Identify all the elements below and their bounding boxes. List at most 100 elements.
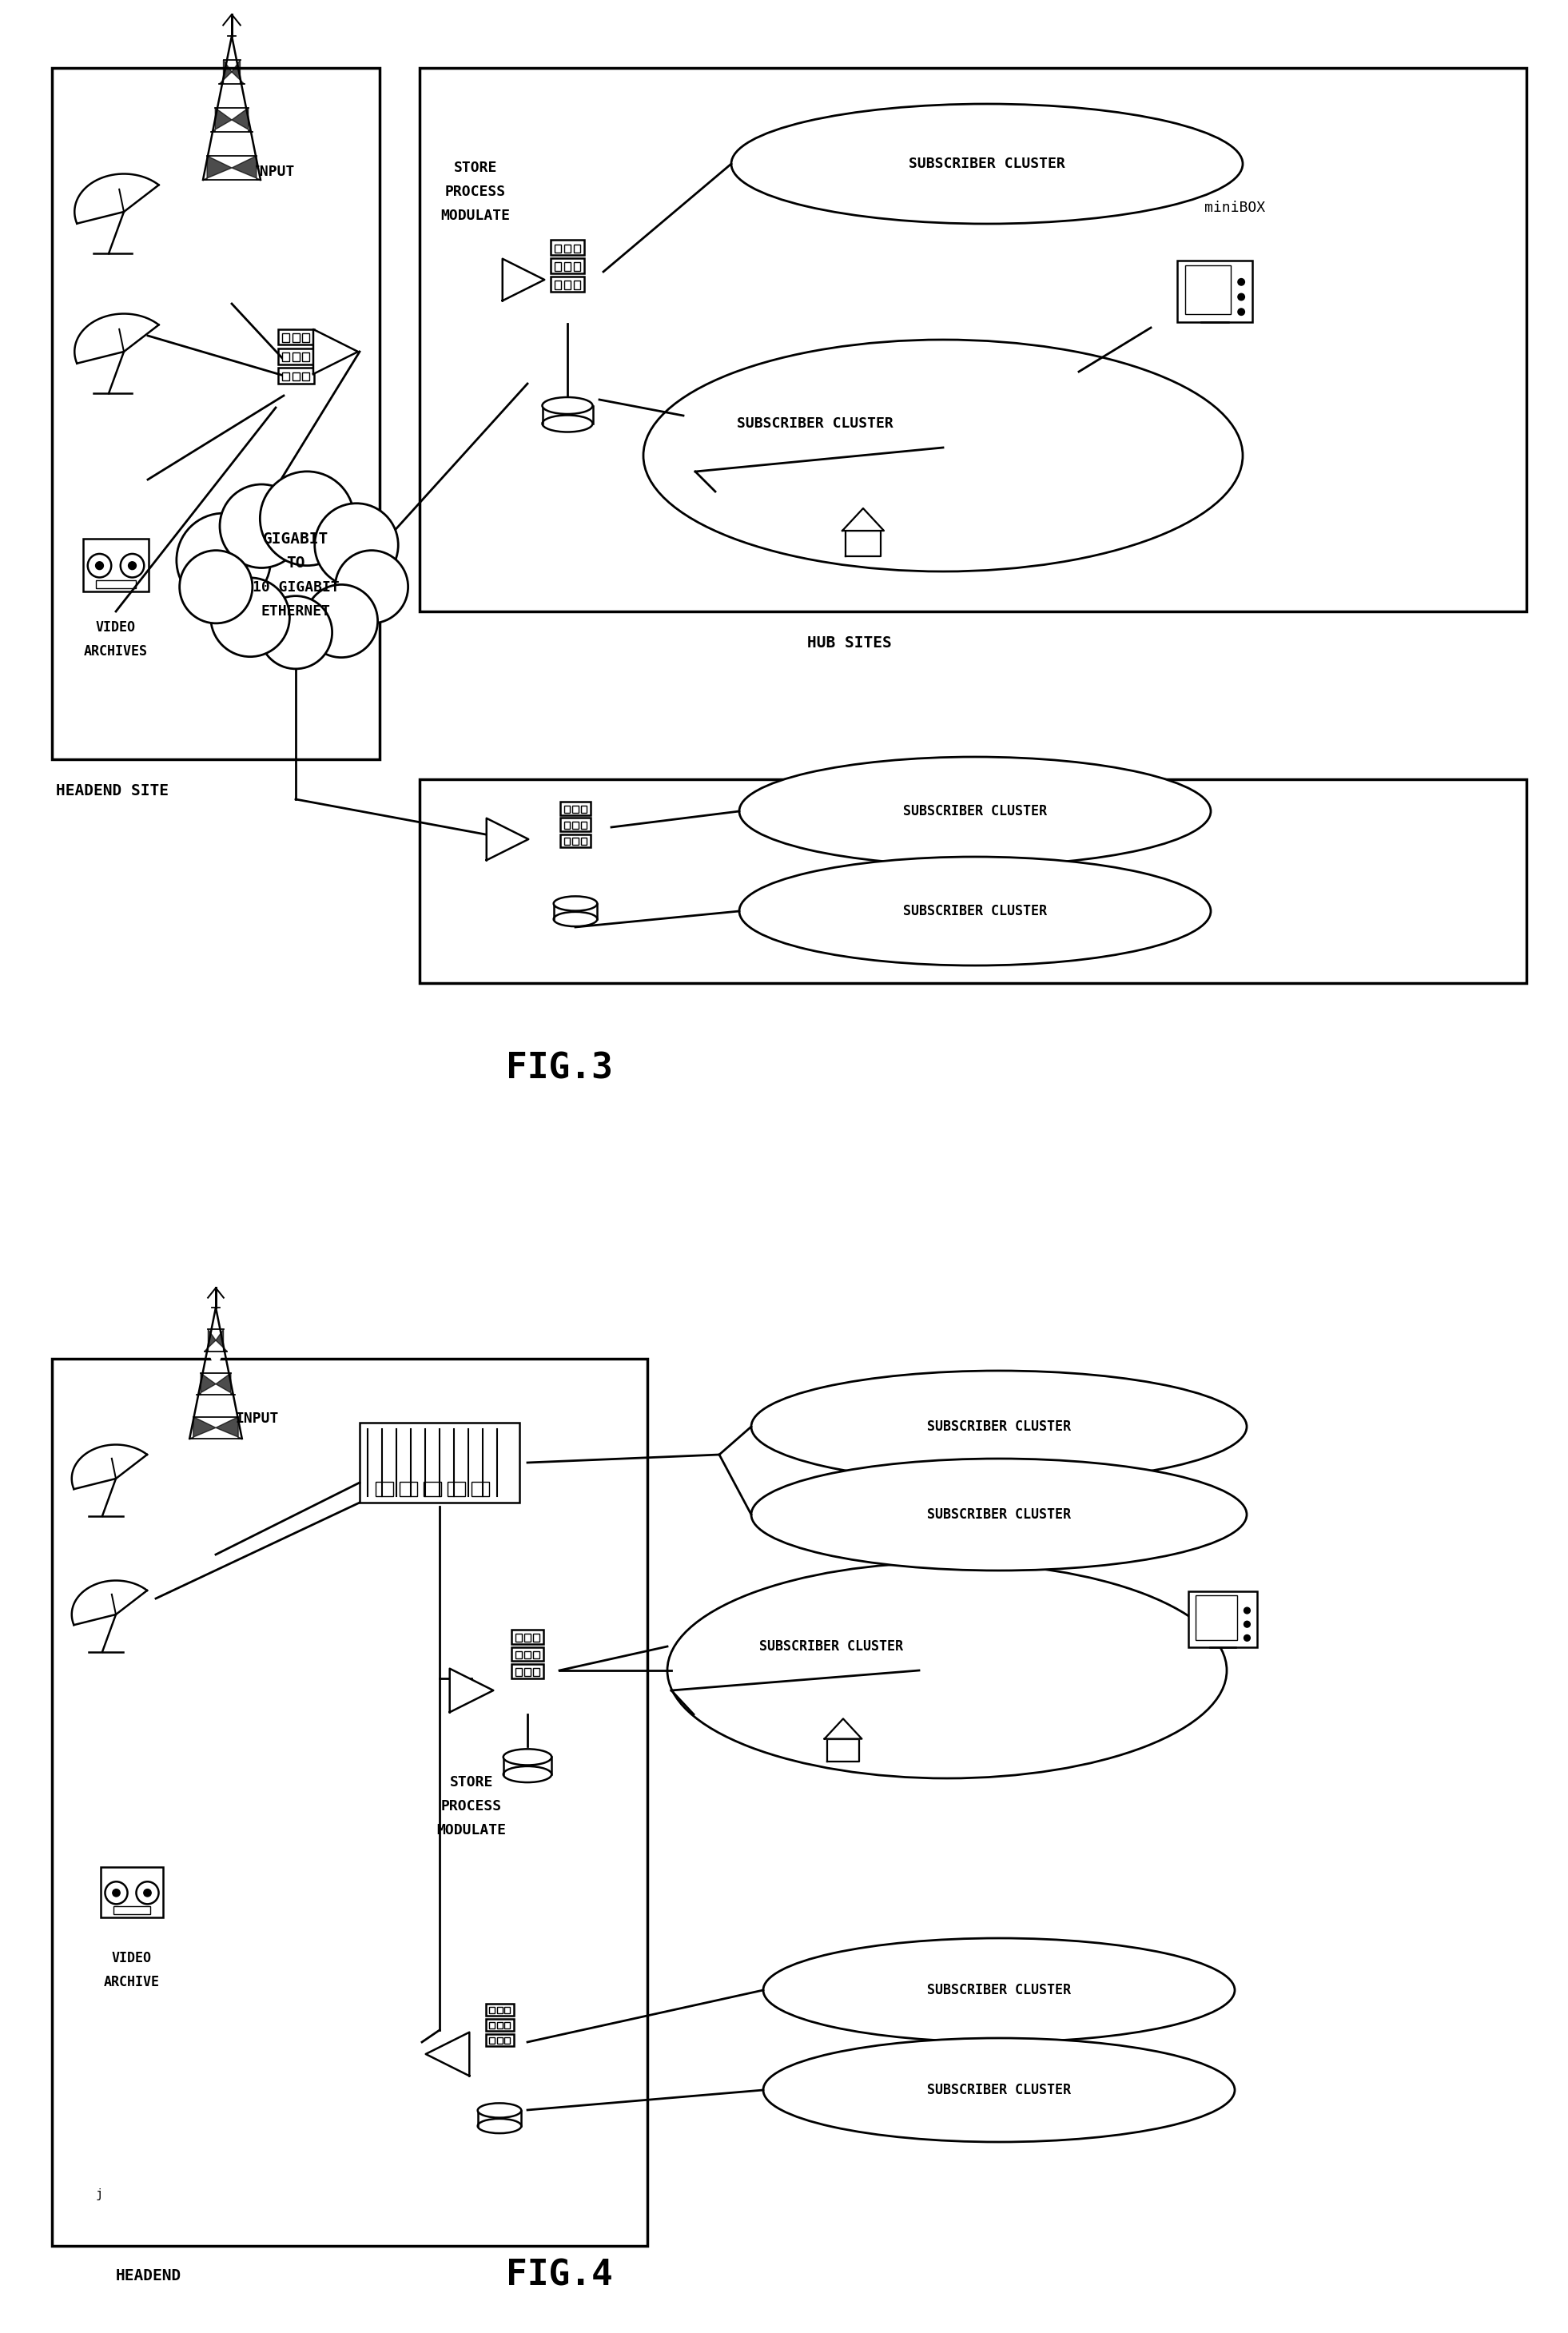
Polygon shape	[212, 107, 232, 133]
FancyBboxPatch shape	[511, 1663, 544, 1677]
FancyBboxPatch shape	[359, 1423, 519, 1502]
Circle shape	[96, 562, 103, 569]
FancyBboxPatch shape	[555, 280, 561, 289]
Polygon shape	[75, 313, 158, 364]
Text: SUBSCRIBER CLUSTER: SUBSCRIBER CLUSTER	[903, 903, 1047, 919]
Ellipse shape	[503, 1750, 552, 1766]
FancyBboxPatch shape	[52, 1358, 648, 2247]
FancyBboxPatch shape	[560, 819, 591, 831]
Text: miniBOX: miniBOX	[1204, 201, 1265, 215]
Text: SUBSCRIBER CLUSTER: SUBSCRIBER CLUSTER	[737, 415, 894, 432]
Ellipse shape	[739, 856, 1210, 966]
Polygon shape	[202, 156, 232, 180]
FancyBboxPatch shape	[486, 2018, 513, 2032]
Text: VIDEO: VIDEO	[111, 1950, 152, 1964]
Circle shape	[1243, 1607, 1250, 1614]
Text: FIG.4: FIG.4	[506, 2258, 613, 2293]
FancyBboxPatch shape	[1189, 1591, 1258, 1647]
Polygon shape	[216, 1416, 241, 1439]
Ellipse shape	[643, 341, 1243, 572]
Polygon shape	[314, 329, 358, 373]
FancyBboxPatch shape	[524, 1668, 530, 1675]
FancyBboxPatch shape	[282, 334, 289, 343]
FancyBboxPatch shape	[423, 1481, 441, 1495]
Text: SUBSCRIBER CLUSTER: SUBSCRIBER CLUSTER	[909, 156, 1065, 170]
FancyBboxPatch shape	[524, 1652, 530, 1659]
FancyBboxPatch shape	[497, 2006, 502, 2013]
Circle shape	[144, 1890, 151, 1897]
Polygon shape	[426, 2032, 469, 2076]
FancyBboxPatch shape	[292, 373, 299, 380]
FancyBboxPatch shape	[564, 245, 571, 252]
FancyBboxPatch shape	[472, 1481, 489, 1495]
Polygon shape	[216, 1374, 235, 1395]
Text: SUBSCRIBER CLUSTER: SUBSCRIBER CLUSTER	[927, 2083, 1071, 2097]
Text: TO: TO	[287, 555, 306, 572]
FancyBboxPatch shape	[486, 2004, 513, 2016]
Circle shape	[1237, 294, 1245, 301]
Polygon shape	[486, 819, 528, 861]
Circle shape	[304, 586, 378, 658]
Text: SUBSCRIBER CLUSTER: SUBSCRIBER CLUSTER	[903, 805, 1047, 819]
FancyBboxPatch shape	[560, 833, 591, 847]
Polygon shape	[232, 61, 245, 84]
Circle shape	[88, 553, 111, 579]
Text: HEADEND SITE: HEADEND SITE	[56, 784, 169, 798]
Ellipse shape	[554, 896, 597, 910]
Text: ETHERNET: ETHERNET	[260, 604, 331, 618]
FancyBboxPatch shape	[564, 264, 571, 271]
Text: FIG.3: FIG.3	[506, 1052, 613, 1087]
FancyBboxPatch shape	[489, 2037, 494, 2044]
FancyBboxPatch shape	[83, 539, 149, 590]
FancyBboxPatch shape	[303, 373, 309, 380]
Circle shape	[121, 553, 144, 579]
Circle shape	[136, 1883, 158, 1904]
FancyBboxPatch shape	[400, 1481, 417, 1495]
FancyBboxPatch shape	[533, 1633, 539, 1642]
Ellipse shape	[764, 2039, 1234, 2142]
Polygon shape	[72, 1444, 147, 1488]
Text: j: j	[96, 2188, 103, 2200]
FancyBboxPatch shape	[489, 2023, 494, 2030]
FancyBboxPatch shape	[505, 2006, 510, 2013]
Text: GIGABIT: GIGABIT	[263, 532, 329, 546]
Polygon shape	[75, 175, 158, 224]
FancyBboxPatch shape	[505, 2037, 510, 2044]
FancyBboxPatch shape	[516, 1652, 522, 1659]
FancyBboxPatch shape	[278, 329, 314, 345]
Circle shape	[336, 551, 408, 623]
FancyBboxPatch shape	[303, 352, 309, 362]
Text: HUB SITES: HUB SITES	[808, 635, 892, 651]
Polygon shape	[190, 1346, 241, 1439]
Text: INPUT: INPUT	[252, 166, 295, 180]
Polygon shape	[825, 1719, 862, 1738]
FancyBboxPatch shape	[564, 821, 571, 828]
FancyBboxPatch shape	[574, 264, 580, 271]
Ellipse shape	[478, 2102, 521, 2118]
Text: MODULATE: MODULATE	[441, 208, 510, 224]
FancyBboxPatch shape	[574, 245, 580, 252]
Ellipse shape	[751, 1372, 1247, 1481]
Text: STORE: STORE	[453, 161, 497, 175]
FancyBboxPatch shape	[96, 581, 135, 588]
Text: VIDEO: VIDEO	[96, 621, 136, 635]
FancyBboxPatch shape	[420, 779, 1526, 982]
Polygon shape	[232, 156, 260, 180]
FancyBboxPatch shape	[486, 2034, 513, 2046]
Ellipse shape	[554, 912, 597, 926]
Ellipse shape	[478, 2118, 521, 2132]
FancyBboxPatch shape	[580, 821, 586, 828]
Polygon shape	[72, 1579, 147, 1626]
Text: ARCHIVES: ARCHIVES	[85, 644, 147, 658]
Ellipse shape	[503, 1766, 552, 1782]
Polygon shape	[828, 1738, 859, 1761]
FancyBboxPatch shape	[1196, 1596, 1237, 1640]
Circle shape	[259, 595, 332, 670]
Text: SUBSCRIBER CLUSTER: SUBSCRIBER CLUSTER	[927, 1983, 1071, 1997]
Text: STORE: STORE	[450, 1775, 494, 1789]
Text: PROCESS: PROCESS	[441, 1799, 502, 1813]
Circle shape	[210, 579, 290, 656]
Polygon shape	[232, 107, 252, 133]
Polygon shape	[204, 1330, 216, 1351]
FancyBboxPatch shape	[511, 1631, 544, 1645]
